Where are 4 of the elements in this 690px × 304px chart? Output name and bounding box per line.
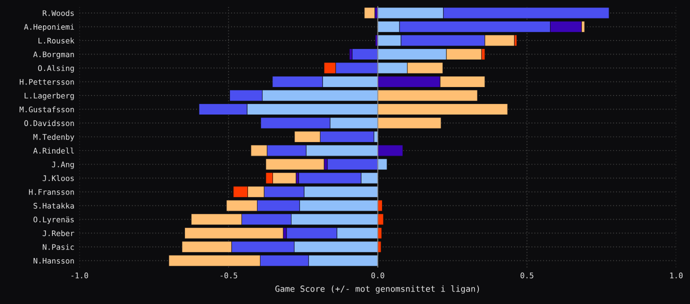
bar bbox=[266, 158, 324, 170]
bar bbox=[364, 7, 375, 19]
x-axis-title: Game Score (+/- mot genomsnittet i ligan) bbox=[275, 285, 479, 294]
bar bbox=[184, 227, 284, 239]
